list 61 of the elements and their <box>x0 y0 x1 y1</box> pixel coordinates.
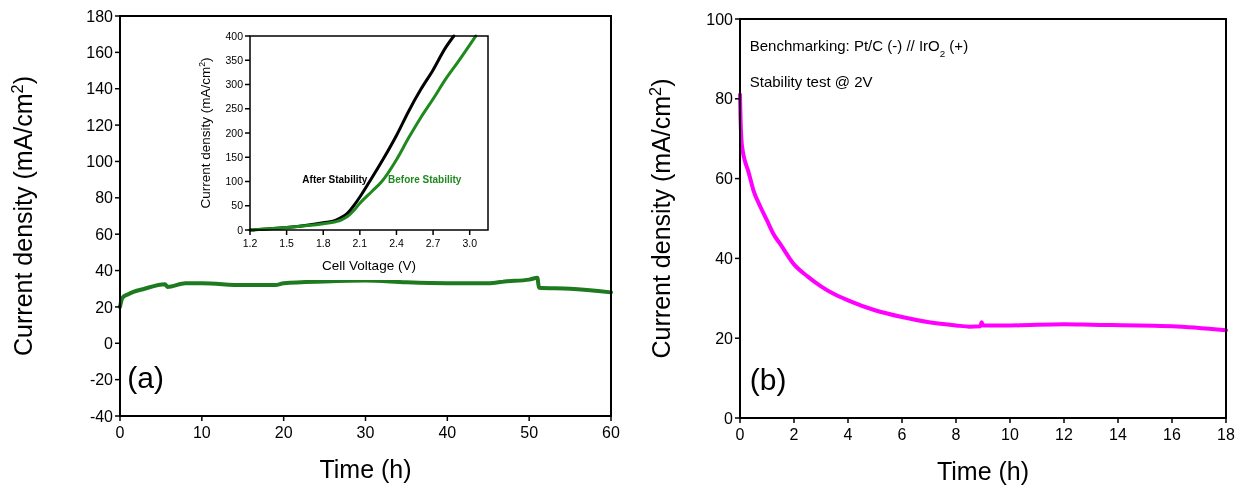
y-tick-label: -20 <box>89 371 114 389</box>
annotation: Benchmarking: Pt/C (-) // IrO$_{2}$ (+) <box>749 36 969 59</box>
y-tick-label: 100 <box>706 10 734 28</box>
x-tick-label: 8 <box>951 426 961 443</box>
x-axis-title: Time (h) <box>936 457 1030 485</box>
y-tick-label: 400 <box>225 29 244 42</box>
x-tick-label: 2.1 <box>352 236 368 249</box>
y-tick-label: 40 <box>715 250 734 267</box>
x-tick-label: 16 <box>1163 426 1181 443</box>
x-tick-label: 40 <box>438 424 457 441</box>
x-tick-label: 30 <box>356 424 375 441</box>
x-tick-label: 1.8 <box>315 236 331 249</box>
x-tick-label: 2 <box>789 426 799 443</box>
y-tick-label: 120 <box>86 116 114 134</box>
y-tick-label: 100 <box>86 153 114 171</box>
y-tick-label: 0 <box>104 334 114 352</box>
y-tick-label: 100 <box>225 175 244 188</box>
x-tick-label: 60 <box>602 424 620 441</box>
y-tick-label: 80 <box>95 189 114 207</box>
x-tick-label: 0 <box>735 426 745 443</box>
series-label: Before Stability <box>388 174 462 186</box>
x-tick-label: 1.2 <box>242 236 258 249</box>
y-tick-label: 180 <box>86 7 114 25</box>
y-tick-label: 140 <box>86 80 114 98</box>
x-tick-label: 12 <box>1055 426 1073 443</box>
y-tick-label: 300 <box>225 78 244 91</box>
x-axis-title: Time (h) <box>319 455 412 483</box>
x-tick-label: 14 <box>1109 426 1127 443</box>
y-tick-label: 0 <box>237 223 244 236</box>
x-tick-label: 4 <box>843 426 853 443</box>
x-tick-label: 50 <box>520 424 539 441</box>
x-tick-label: 3.0 <box>462 236 478 249</box>
line-series <box>738 92 1228 333</box>
y-tick-label: 50 <box>231 199 244 212</box>
annotation: (a) <box>127 361 165 394</box>
y-tick-label: 350 <box>225 53 244 66</box>
y-tick-label: 0 <box>724 409 734 427</box>
y-tick-label: 20 <box>715 329 734 347</box>
series-label: After Stability <box>302 174 368 186</box>
x-tick-label: 20 <box>274 424 293 441</box>
y-tick-label: 250 <box>225 102 244 115</box>
x-tick-label: 2.7 <box>425 236 441 249</box>
y-tick-label: 60 <box>715 170 734 188</box>
x-tick-label: 0 <box>115 424 125 441</box>
x-tick-label: 10 <box>1001 426 1019 443</box>
y-tick-label: 20 <box>95 298 114 316</box>
annotation: (b) <box>749 363 787 397</box>
x-tick-label: 2.4 <box>389 236 404 249</box>
y-tick-label: 150 <box>225 150 244 163</box>
y-tick-label: 200 <box>225 126 244 139</box>
y-tick-label: -40 <box>89 407 114 425</box>
x-tick-label: 10 <box>192 424 211 441</box>
annotation: Stability test @ 2V <box>749 72 873 90</box>
y-tick-label: 160 <box>86 43 114 61</box>
x-tick-label: 6 <box>897 426 907 443</box>
x-tick-label: 1.5 <box>279 236 295 249</box>
x-axis-title: Cell Voltage (V) <box>322 258 416 273</box>
x-tick-label: 18 <box>1217 426 1235 443</box>
y-tick-label: 80 <box>715 90 734 108</box>
line-series <box>118 275 613 309</box>
y-tick-label: 40 <box>95 262 114 280</box>
